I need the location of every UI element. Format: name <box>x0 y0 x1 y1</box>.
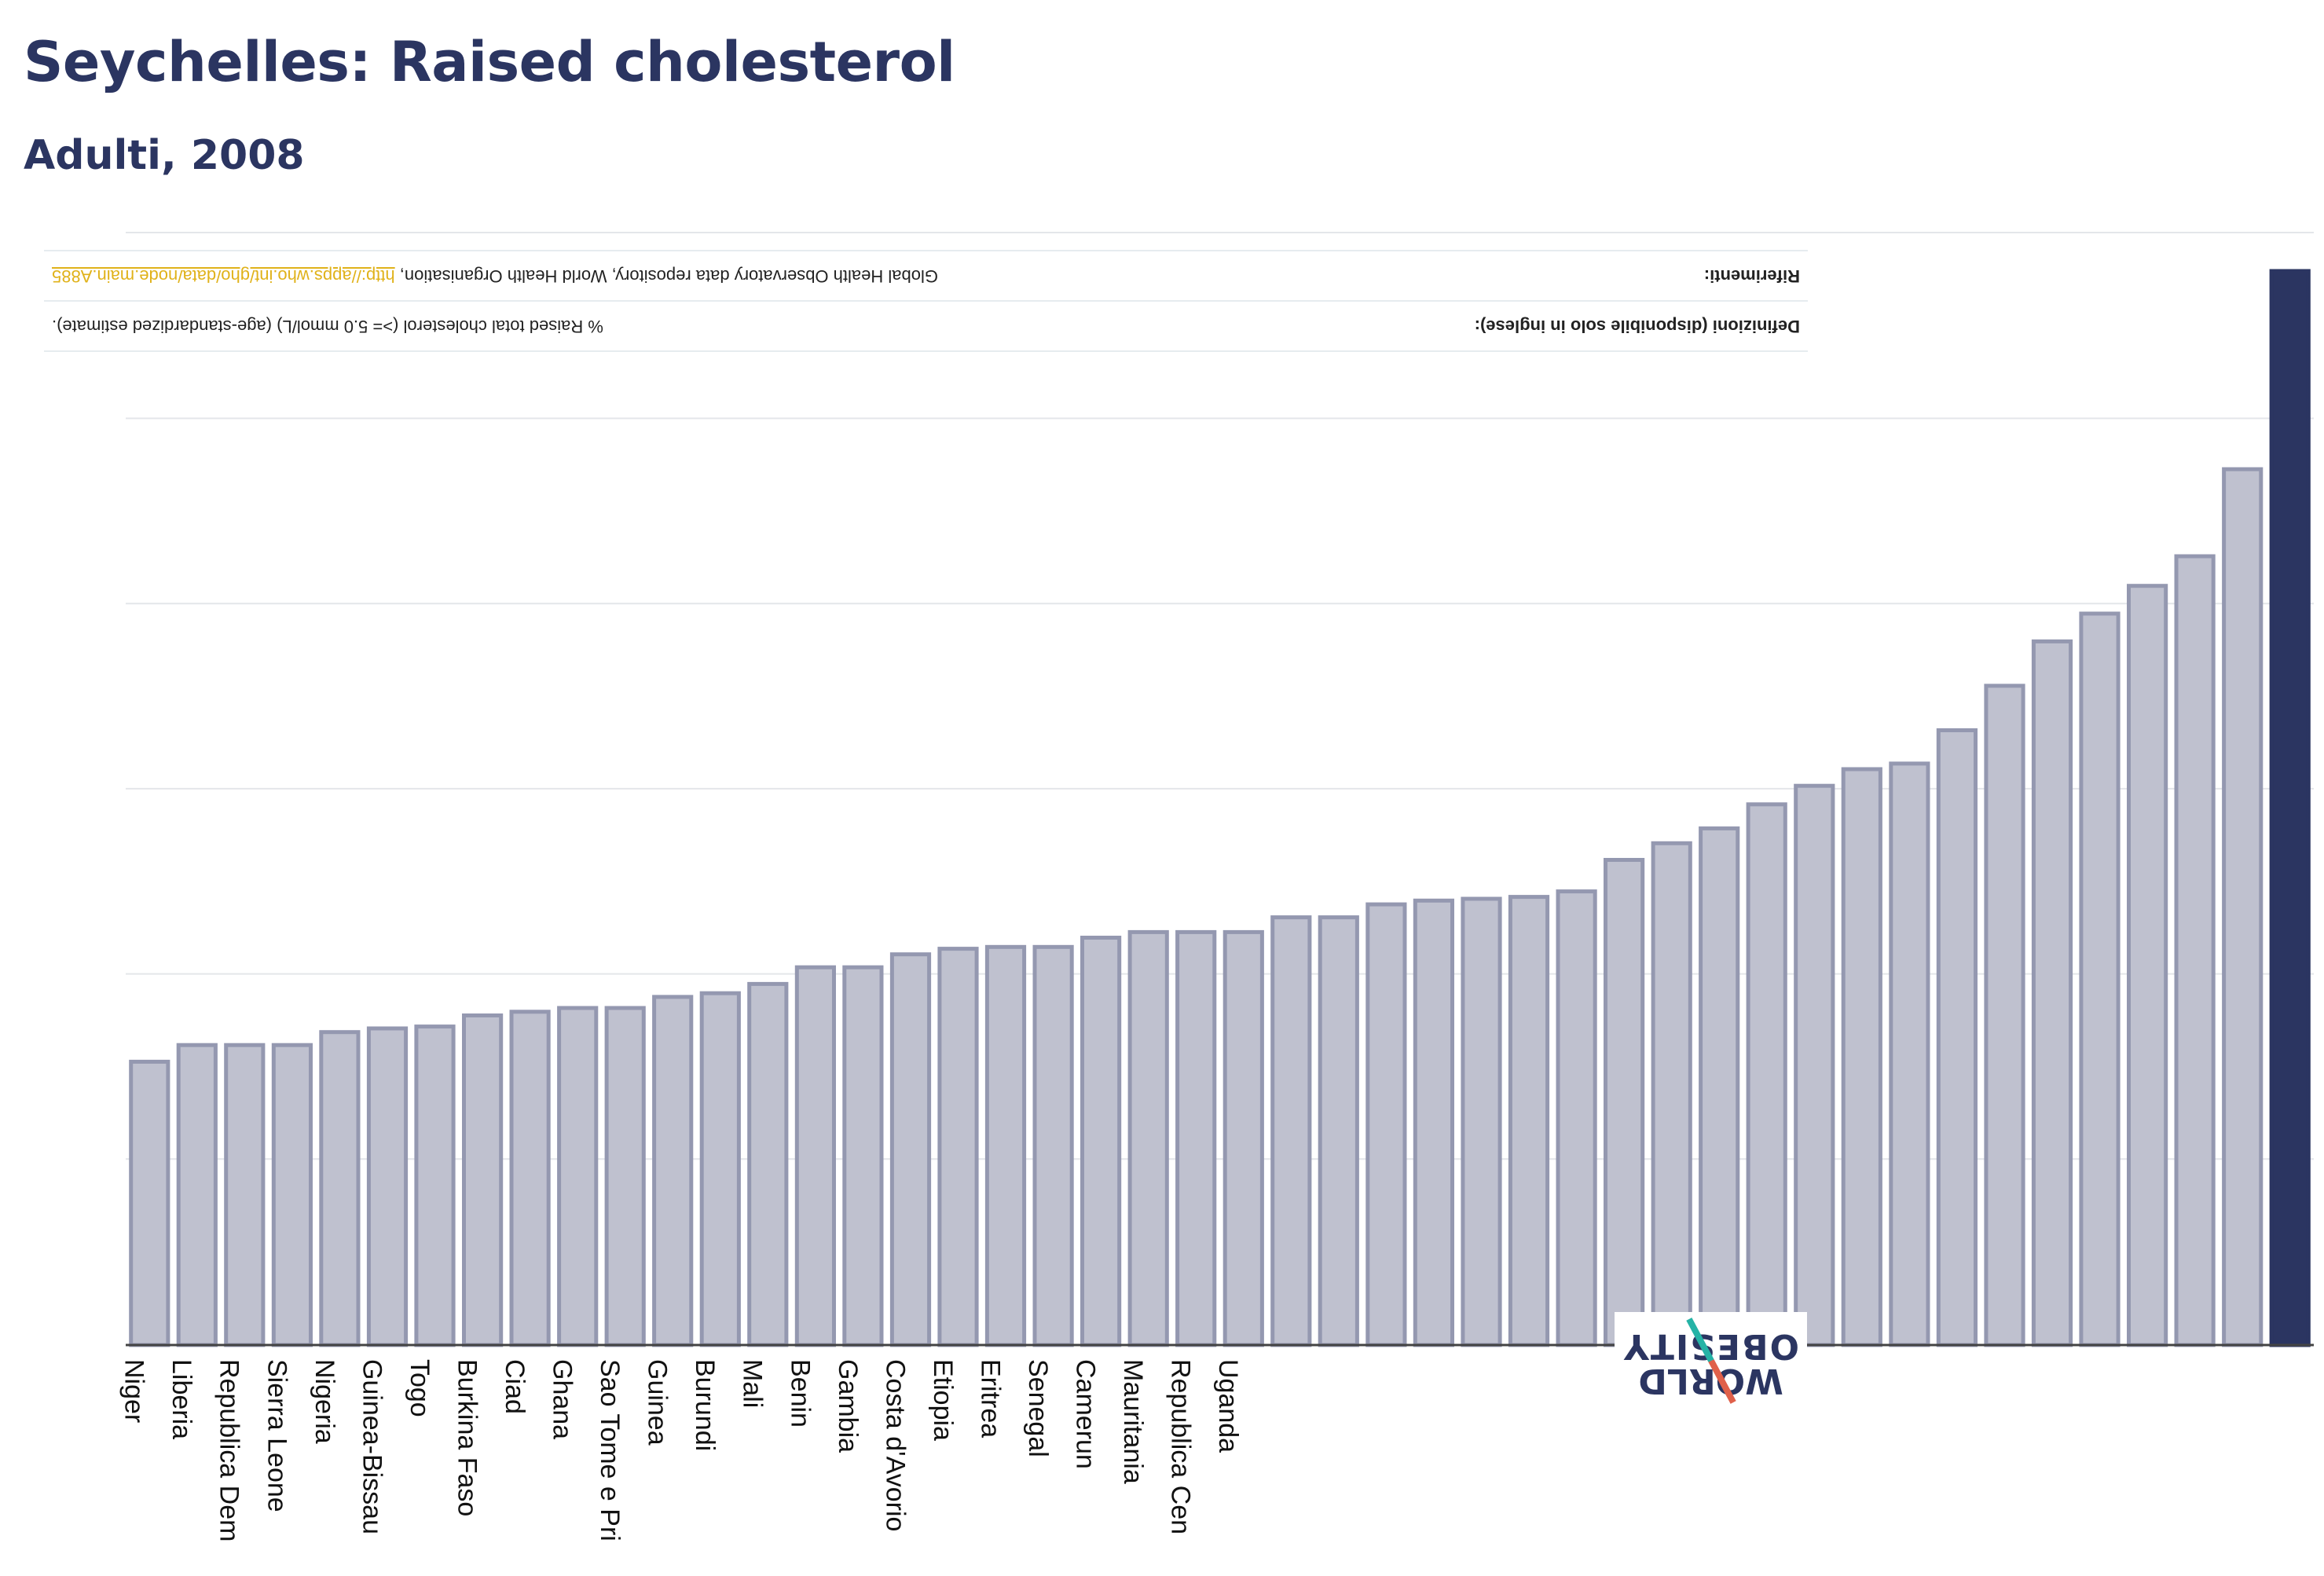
x-tick-label: Togo <box>405 1359 434 1417</box>
x-tick-label: Guinea <box>643 1359 673 1446</box>
x-tick-label: Niger <box>119 1359 149 1423</box>
bar[interactable] <box>129 1059 170 1347</box>
bar[interactable] <box>1699 826 1740 1347</box>
x-tick-label: Mauritania <box>1118 1359 1148 1484</box>
x-tick-label: Burkina Faso <box>453 1359 482 1516</box>
references-label: Riferimenti: <box>1703 266 1800 286</box>
bar[interactable] <box>414 1024 456 1347</box>
x-tick-label: Gambia <box>833 1359 863 1453</box>
bar[interactable] <box>652 995 694 1347</box>
bar[interactable] <box>176 1043 218 1347</box>
bar[interactable] <box>842 965 884 1347</box>
bar[interactable] <box>1080 936 1122 1347</box>
bar[interactable] <box>462 1013 504 1347</box>
bar-highlight[interactable] <box>2269 269 2311 1347</box>
bar[interactable] <box>1270 915 1312 1347</box>
bar[interactable] <box>1889 761 1930 1347</box>
x-tick-label: Mali <box>738 1359 768 1408</box>
x-tick-label: Etiopia <box>928 1359 958 1441</box>
x-tick-label: Republica Cen <box>1166 1359 1196 1534</box>
bar[interactable] <box>984 944 1027 1347</box>
x-tick-label: Eritrea <box>975 1359 1005 1438</box>
bar[interactable] <box>1556 889 1597 1347</box>
bar[interactable] <box>889 952 932 1347</box>
x-tick-label: Sierra Leone <box>262 1359 291 1512</box>
definitions-row: Definizioni (disponibile solo in inglese… <box>44 302 1808 352</box>
chart-title: Seychelles: Raised cholesterol <box>24 30 955 94</box>
x-tick-label: Liberia <box>167 1359 196 1439</box>
x-tick-label: Republica Dem <box>214 1359 244 1541</box>
bar[interactable] <box>319 1030 361 1347</box>
x-tick-label: Nigeria <box>310 1359 339 1444</box>
x-tick-label: Uganda <box>1213 1359 1243 1453</box>
world-obesity-logo: WORLD OBESITY <box>1615 1312 1807 1414</box>
definitions-label: Definizioni (disponibile solo in inglese… <box>1474 317 1800 336</box>
bar[interactable] <box>366 1026 409 1347</box>
bar[interactable] <box>937 947 979 1347</box>
bar[interactable] <box>1413 898 1455 1347</box>
bar[interactable] <box>1318 915 1359 1347</box>
x-tick-label: Benin <box>785 1359 815 1428</box>
bar[interactable] <box>1841 767 1882 1347</box>
x-tick-label: Guinea-Bissau <box>357 1359 387 1534</box>
x-tick-label: Costa d'Avorio <box>880 1359 910 1531</box>
bar[interactable] <box>1746 802 1787 1347</box>
notes-table: Definizioni (disponibile solo in inglese… <box>44 250 1808 352</box>
bar[interactable] <box>1127 929 1169 1347</box>
bar[interactable] <box>1604 858 1645 1347</box>
bar[interactable] <box>271 1043 313 1347</box>
bar[interactable] <box>1222 929 1264 1347</box>
bar[interactable] <box>2079 611 2121 1347</box>
x-tick-label: Sao Tome e Pri <box>595 1359 625 1541</box>
bar[interactable] <box>2174 554 2216 1347</box>
bar[interactable] <box>2222 467 2264 1347</box>
bar[interactable] <box>747 981 789 1347</box>
bar[interactable] <box>1032 944 1074 1347</box>
chart-subtitle: Adulti, 2008 <box>24 132 305 179</box>
bar[interactable] <box>557 1006 599 1347</box>
references-text: Global Health Observatory data repositor… <box>399 266 938 286</box>
bar[interactable] <box>794 965 836 1347</box>
bar[interactable] <box>1794 783 1835 1347</box>
bar[interactable] <box>1365 902 1407 1347</box>
definitions-text: % Raised total cholesterol (>= 5.0 mmol/… <box>52 317 603 336</box>
bar[interactable] <box>2127 584 2168 1347</box>
bar[interactable] <box>699 991 741 1347</box>
x-tick-label: Ghana <box>548 1359 577 1439</box>
x-tick-label: Ciad <box>500 1359 530 1414</box>
x-tick-label: Senegal <box>1023 1359 1053 1457</box>
x-tick-label: Burundi <box>690 1359 720 1451</box>
references-row: Riferimenti: Global Health Observatory d… <box>44 250 1808 302</box>
bar[interactable] <box>509 1010 551 1347</box>
bar[interactable] <box>1175 929 1217 1347</box>
bar[interactable] <box>604 1006 646 1347</box>
logo-word-1: WORLD <box>1638 1361 1783 1401</box>
bar[interactable] <box>1984 684 2025 1347</box>
bar[interactable] <box>1508 895 1550 1347</box>
bar[interactable] <box>1461 896 1502 1347</box>
references-value: Global Health Observatory data repositor… <box>52 266 938 286</box>
references-link[interactable]: http://apps.who.int/gho/data/node.main.A… <box>52 266 395 286</box>
bar[interactable] <box>2031 639 2073 1347</box>
bar[interactable] <box>1651 841 1692 1347</box>
bar[interactable] <box>1936 728 1978 1347</box>
bar[interactable] <box>224 1043 266 1347</box>
x-tick-label: Camerun <box>1071 1359 1101 1469</box>
